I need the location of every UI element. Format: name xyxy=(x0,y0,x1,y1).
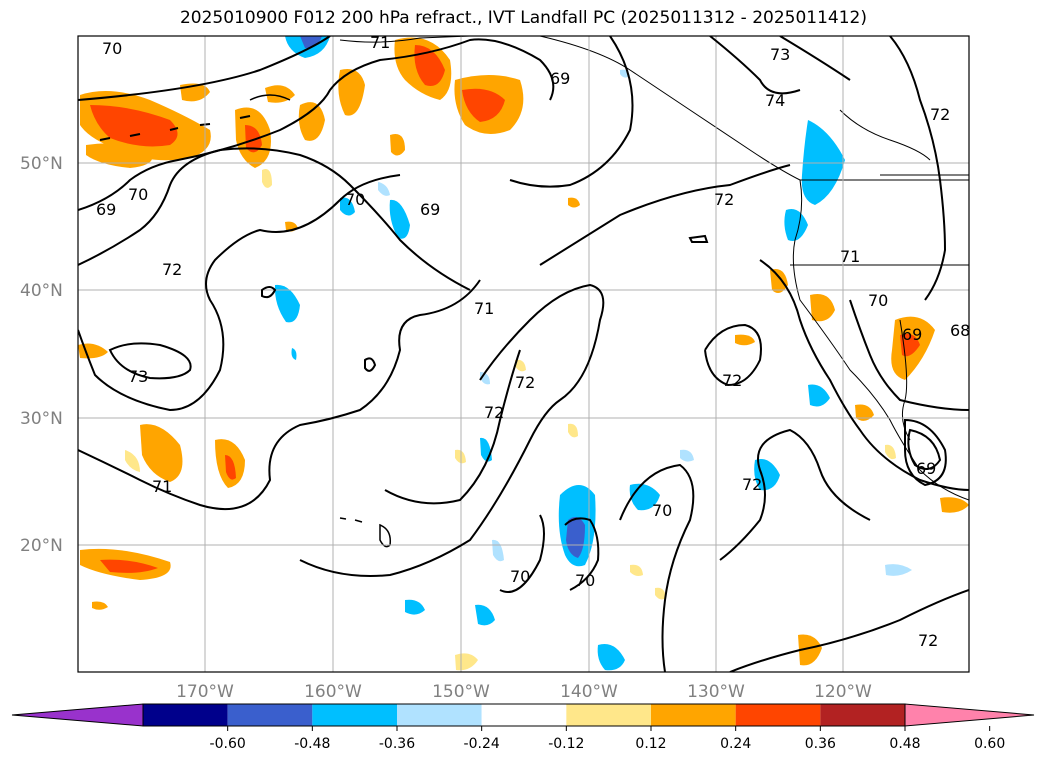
contour-label: 69 xyxy=(916,459,936,478)
contour-label: 72 xyxy=(918,631,938,650)
colorbar-bin xyxy=(735,704,821,726)
contour-label: 72 xyxy=(484,403,504,422)
contour-label: 69 xyxy=(550,69,570,88)
positive-anomaly-shading xyxy=(78,37,969,671)
lon-label: 160°W xyxy=(304,682,362,702)
lon-label: 120°W xyxy=(814,682,872,702)
colorbar-tick-label: -0.60 xyxy=(210,736,246,752)
colorbar-under-extension xyxy=(11,703,144,727)
contour-labels: 70 71 73 74 69 69 70 69 70 72 72 71 73 7… xyxy=(96,33,970,650)
lat-label: 50°N xyxy=(20,154,63,174)
colorbar-tick-label: 0.24 xyxy=(720,736,751,752)
contour-label: 73 xyxy=(128,367,148,386)
contour-label: 70 xyxy=(510,567,530,586)
contour-label: 72 xyxy=(714,190,734,209)
contour-label: 74 xyxy=(765,91,785,110)
colorbar-over-extension xyxy=(904,703,1035,727)
contour-label: 72 xyxy=(722,371,742,390)
lat-label: 40°N xyxy=(20,281,63,301)
lat-label: 20°N xyxy=(20,536,63,556)
contour-label: 71 xyxy=(152,477,172,496)
contour-label: 70 xyxy=(652,501,672,520)
contour-label: 70 xyxy=(345,190,365,209)
contour-label: 69 xyxy=(902,325,922,344)
contour-label: 70 xyxy=(575,571,595,590)
colorbar-tick-label: -0.36 xyxy=(379,736,415,752)
colorbar-tick-label: 0.12 xyxy=(635,736,666,752)
contour-label: 70 xyxy=(102,39,122,58)
contour-label: 69 xyxy=(420,200,440,219)
contour-label: 68 xyxy=(950,321,970,340)
contour-label: 71 xyxy=(840,247,860,266)
lon-label: 130°W xyxy=(687,682,745,702)
contour-label: 70 xyxy=(868,291,888,310)
colorbar: -0.60 -0.48 -0.36 -0.24 -0.12 0.12 0.24 0.36 0.4… xyxy=(11,703,1035,752)
colorbar-tick-label: 0.36 xyxy=(805,736,836,752)
colorbar-bin xyxy=(820,704,905,726)
graticule xyxy=(78,36,969,672)
colorbar-outline xyxy=(142,703,906,727)
colorbar-bin xyxy=(312,704,397,726)
lat-label: 30°N xyxy=(20,409,63,429)
map-title: 2025010900 F012 200 hPa refract., IVT La… xyxy=(179,8,867,28)
colorbar-bin xyxy=(143,704,228,726)
lon-label: 140°W xyxy=(560,682,618,702)
colorbar-tick-label: -0.12 xyxy=(548,736,584,752)
colorbar-bin xyxy=(566,704,651,726)
contour-label: 72 xyxy=(742,475,762,494)
coastlines xyxy=(99,36,969,548)
contour-label: 73 xyxy=(770,45,790,64)
contour-label: 71 xyxy=(474,299,494,318)
colorbar-tick-label: -0.24 xyxy=(464,736,500,752)
latitude-labels: 50°N 40°N 30°N 20°N xyxy=(20,154,63,556)
lon-label: 150°W xyxy=(432,682,490,702)
colorbar-bin xyxy=(227,704,313,726)
contour-label: 72 xyxy=(515,373,535,392)
colorbar-tick-label: -0.48 xyxy=(294,736,330,752)
map-plot-area: 70 71 73 74 69 69 70 69 70 72 72 71 73 7… xyxy=(78,33,970,672)
colorbar-tick-label: 0.48 xyxy=(889,736,920,752)
colorbar-bin xyxy=(651,704,736,726)
colorbar-tick-label: 0.60 xyxy=(974,736,1005,752)
colorbar-bin xyxy=(397,704,482,726)
contour-label: 72 xyxy=(930,105,950,124)
lon-label: 170°W xyxy=(176,682,234,702)
contour-label: 70 xyxy=(128,185,148,204)
plot-frame xyxy=(77,35,970,673)
contour-label: 71 xyxy=(370,33,390,52)
refractivity-contours xyxy=(78,36,969,672)
contour-label: 69 xyxy=(96,200,116,219)
longitude-labels: 170°W 160°W 150°W 140°W 130°W 120°W xyxy=(176,682,872,702)
contour-label: 72 xyxy=(162,260,182,279)
colorbar-bin xyxy=(481,704,567,726)
